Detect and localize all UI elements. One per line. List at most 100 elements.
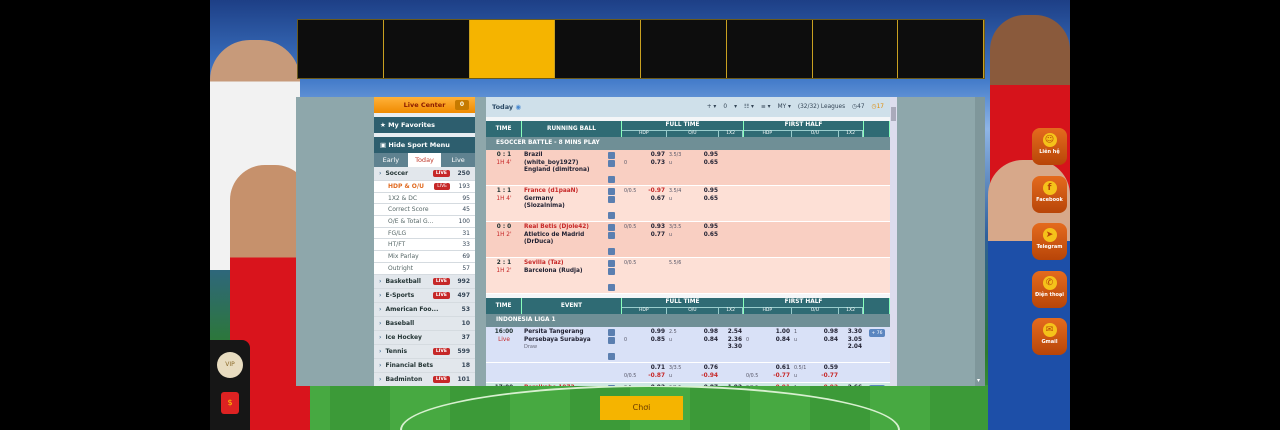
odds-cell[interactable] xyxy=(744,150,792,185)
live-stream-icon[interactable] xyxy=(608,176,615,183)
odds-value[interactable]: 0.98 xyxy=(703,329,718,335)
sidebar-item[interactable]: Correct Score 45 xyxy=(374,204,475,217)
1x2-cell[interactable]: 1.923.453.35 xyxy=(720,383,744,386)
odds-value[interactable]: 0.85 xyxy=(650,336,665,343)
tab-live[interactable]: Live xyxy=(451,156,465,164)
odds-cell[interactable]: 1 0.98 u 0.84 xyxy=(792,327,840,362)
odds-value[interactable]: 0.95 xyxy=(703,188,718,194)
odds-value[interactable]: -0.94 xyxy=(701,372,718,379)
hide-sport-menu-button[interactable]: ▣ Hide Sport Menu xyxy=(374,137,475,153)
top-nav-segment[interactable] xyxy=(898,20,984,78)
odds-value[interactable]: 0.59 xyxy=(823,365,838,371)
odds-cell[interactable] xyxy=(792,186,840,221)
1x2-cell[interactable] xyxy=(720,258,744,293)
odds-value[interactable]: 0.97 xyxy=(650,152,665,158)
layout-dropdown[interactable]: ≡ ▾ xyxy=(760,104,771,110)
favorite-icon[interactable] xyxy=(608,232,615,239)
odds-value[interactable]: 0.84 xyxy=(703,336,718,343)
1x2-cell[interactable] xyxy=(840,258,864,293)
inner-scrollbar[interactable] xyxy=(890,97,897,386)
odds-value[interactable]: -0.77 xyxy=(821,372,838,379)
add-dropdown[interactable]: + ▾ xyxy=(706,104,717,110)
odds-value[interactable]: 0.87 xyxy=(704,385,718,386)
1x2-value[interactable]: 2.66 xyxy=(842,385,862,386)
1x2-cell[interactable] xyxy=(720,186,744,221)
odds-cell[interactable] xyxy=(744,222,792,257)
favorite-icon[interactable] xyxy=(608,337,615,344)
odds-value[interactable]: 0.84 xyxy=(775,336,790,343)
odds-value[interactable]: 1.00 xyxy=(775,329,790,335)
odds-value[interactable]: 0.65 xyxy=(703,159,718,166)
sidebar-item[interactable]: › Financial Bets 18 xyxy=(374,358,475,373)
odds-value[interactable]: -0.77 xyxy=(773,372,790,379)
odds-cell[interactable]: 0/0.5 -0.97 0.67 xyxy=(622,186,667,221)
sort-dropdown[interactable]: ▾ xyxy=(734,104,737,110)
1x2-value[interactable]: 3.30 xyxy=(847,329,862,335)
sidebar-item[interactable]: Mix Parlay 69 xyxy=(374,251,475,263)
teams[interactable]: Persikabo 1973Dewa United FCDraw xyxy=(522,383,606,386)
top-nav-segment[interactable] xyxy=(384,20,470,78)
tab-today[interactable]: Today xyxy=(407,153,442,167)
live-stream-icon[interactable] xyxy=(608,212,615,219)
sidebar-item[interactable]: › E-Sports LIVE 497 xyxy=(374,288,475,303)
sidebar-item[interactable]: › Soccer LIVE 250 xyxy=(374,167,475,181)
odds-value[interactable]: 0.95 xyxy=(703,224,718,230)
odds-cell[interactable]: 0.71 0/0.5 -0.87 xyxy=(622,363,667,382)
1x2-value[interactable]: 3.30 xyxy=(727,344,742,351)
odds-value[interactable]: 0.99 xyxy=(650,329,665,335)
top-nav-segment[interactable] xyxy=(813,20,899,78)
my-favorites-button[interactable]: ★ My Favorites xyxy=(374,117,475,133)
top-nav-segment[interactable] xyxy=(555,20,641,78)
odds-type-dropdown[interactable]: MY ▾ xyxy=(777,104,791,110)
1x2-cell[interactable] xyxy=(720,363,744,382)
1x2-cell[interactable] xyxy=(840,222,864,257)
stats-icon[interactable] xyxy=(608,152,615,159)
odds-cell[interactable] xyxy=(744,186,792,221)
odds-cell[interactable] xyxy=(792,258,840,293)
sidebar-item[interactable]: Outright 57 xyxy=(374,262,475,275)
contact-telegram[interactable]: ➤ Telegram xyxy=(1032,223,1067,260)
play-button[interactable]: Chơi xyxy=(600,396,683,420)
top-nav-segment[interactable] xyxy=(641,20,727,78)
stats-icon[interactable] xyxy=(608,260,615,267)
live-stream-icon[interactable] xyxy=(608,284,615,291)
leagues-selector[interactable]: (32/32) Leagues xyxy=(797,104,846,110)
odds-cell[interactable]: 0/0.5 xyxy=(622,258,667,293)
odds-value[interactable]: 0.77 xyxy=(650,231,665,238)
1x2-cell[interactable]: 3.30 3.05 2.04 xyxy=(840,327,864,362)
odds-cell[interactable] xyxy=(792,150,840,185)
odds-cell[interactable]: 3.5/3 0.95 u 0.65 xyxy=(667,150,720,185)
1x2-value[interactable]: 2.04 xyxy=(847,344,862,351)
odds-value[interactable]: 0.84 xyxy=(823,336,838,343)
view-dropdown[interactable]: ☷ ▾ xyxy=(743,104,754,110)
stats-icon[interactable] xyxy=(608,224,615,231)
more-bets-button[interactable]: + 63 xyxy=(868,385,886,386)
odds-value[interactable]: 0.76 xyxy=(703,365,718,371)
teams[interactable]: Real Betis (Djole42) Atletico de Madrid (D… xyxy=(522,222,606,257)
odds-cell[interactable]: 3/3.5 0.95 u 0.65 xyxy=(667,222,720,257)
1x2-value[interactable]: 2.36 xyxy=(727,336,742,343)
stats-icon[interactable] xyxy=(608,188,615,195)
odds-cell[interactable] xyxy=(792,222,840,257)
odds-value[interactable]: -0.87 xyxy=(648,372,665,379)
1x2-cell[interactable] xyxy=(840,363,864,382)
stats-icon[interactable] xyxy=(608,329,615,336)
red-envelope-icon[interactable]: $ xyxy=(221,392,239,414)
odds-value[interactable]: 0.98 xyxy=(823,329,838,335)
sidebar-item[interactable]: HDP & O/U LIVE 193 xyxy=(374,181,475,193)
1x2-cell[interactable] xyxy=(840,186,864,221)
odds-value[interactable]: -0.97 xyxy=(648,188,665,194)
league-header[interactable]: ESOCCER BATTLE - 8 MINS PLAY xyxy=(486,137,890,150)
1x2-value[interactable]: 2.54 xyxy=(727,329,742,335)
odds-cell[interactable]: 0.5/1 0.59 u -0.77 xyxy=(792,363,840,382)
contact-facebook[interactable]: f Facebook xyxy=(1032,175,1067,213)
favorite-icon[interactable] xyxy=(608,160,615,167)
sidebar-item[interactable]: HT/FT 33 xyxy=(374,239,475,252)
sidebar-item[interactable]: › Badminton LIVE 101 xyxy=(374,372,475,386)
sidebar-item[interactable]: › Basketball LIVE 992 xyxy=(374,274,475,289)
odds-cell[interactable]: 1-0.92u0.74 xyxy=(792,383,840,386)
odds-value[interactable]: 0.95 xyxy=(703,152,718,158)
odds-cell[interactable]: 0.97 0 0.73 xyxy=(622,150,667,185)
odds-cell[interactable] xyxy=(744,258,792,293)
odds-value[interactable]: -0.92 xyxy=(821,385,838,386)
